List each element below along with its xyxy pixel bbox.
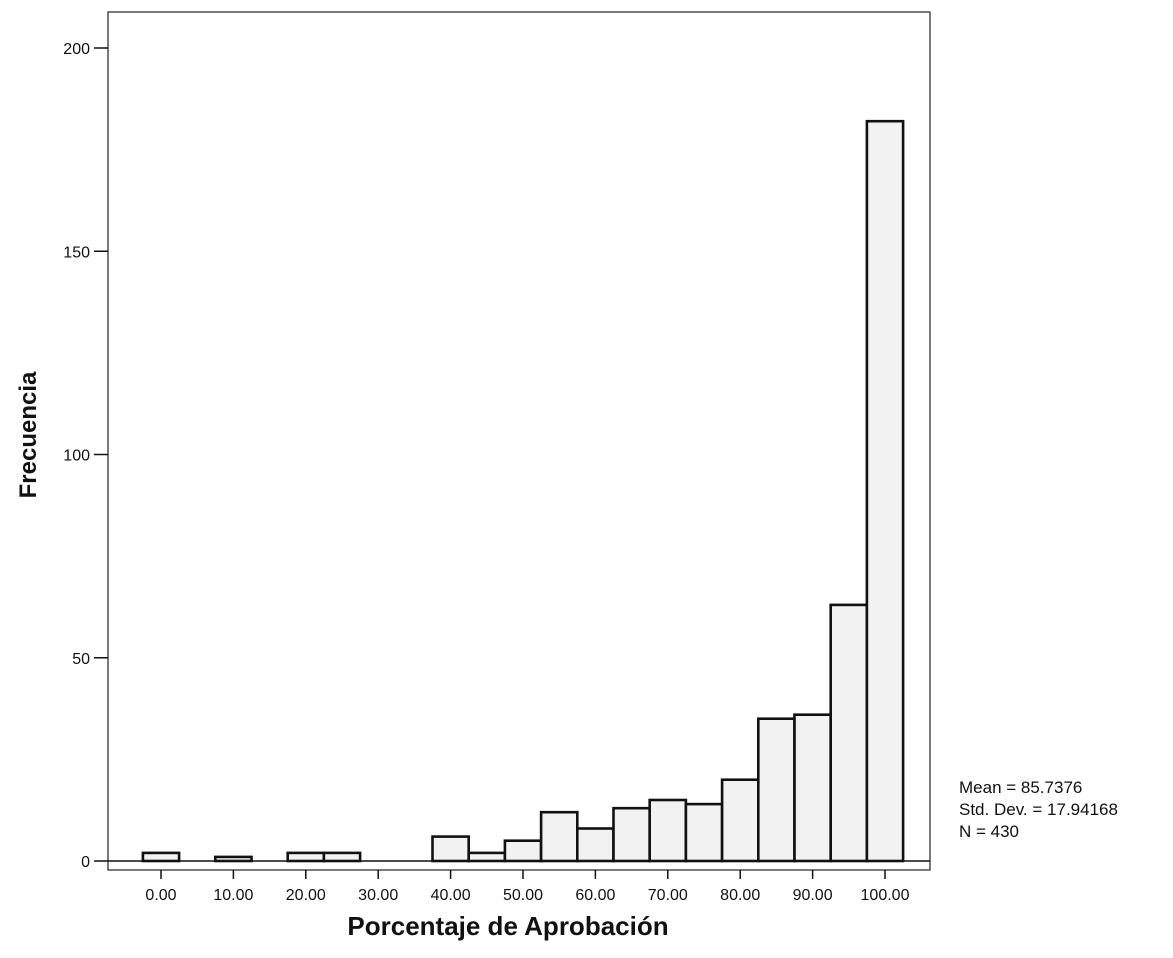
stats-std-dev: Std. Dev. = 17.94168 <box>959 800 1118 819</box>
histogram-bar-15 <box>684 802 724 863</box>
histogram-bar-2 <box>214 855 253 863</box>
x-tick-label-0: 0.00 <box>145 887 176 904</box>
histogram-bar-11 <box>539 810 579 863</box>
histogram-bar-8 <box>431 835 471 863</box>
histogram-bar-14 <box>648 798 688 863</box>
x-tick-label-6: 60.00 <box>575 887 615 904</box>
histogram-bar-19 <box>829 603 869 863</box>
y-axis-title: Frecuencia <box>15 371 42 498</box>
x-tick-label-9: 90.00 <box>793 887 833 904</box>
x-tick-label-1: 10.00 <box>213 887 253 904</box>
x-tick-label-10: 100.00 <box>861 887 910 904</box>
y-tick-label-1: 50 <box>72 651 90 668</box>
histogram-bar-9 <box>467 851 507 863</box>
histogram-bar-13 <box>612 806 652 863</box>
histogram-bar-0 <box>141 851 181 863</box>
plot-border <box>107 11 931 871</box>
histogram-bar-12 <box>575 827 615 863</box>
histogram-bar-4 <box>286 851 326 863</box>
histogram-bar-20 <box>865 119 905 863</box>
histogram-bar-18 <box>793 713 833 863</box>
y-tick-label-4: 200 <box>63 41 90 58</box>
y-tick-label-2: 100 <box>63 448 90 465</box>
y-axis: 0 50 100 150 200 <box>63 41 108 871</box>
stats-mean: Mean = 85.7376 <box>959 778 1082 797</box>
y-tick-label-0: 0 <box>81 854 90 871</box>
x-axis-title: Porcentaje de Aprobación <box>347 911 668 941</box>
x-tick-label-4: 40.00 <box>431 887 471 904</box>
stats-n: N = 430 <box>959 822 1019 841</box>
x-tick-label-8: 80.00 <box>720 887 760 904</box>
histogram-bar-5 <box>322 851 362 863</box>
x-axis: 0.00 10.00 20.00 30.00 40.00 50.00 60.00 70.00 8… <box>145 870 910 904</box>
x-tick-label-2: 20.00 <box>286 887 326 904</box>
x-tick-label-3: 30.00 <box>358 887 398 904</box>
x-tick-label-5: 50.00 <box>503 887 543 904</box>
bars-group <box>141 119 905 863</box>
histogram-bar-10 <box>503 839 543 863</box>
histogram-bar-16 <box>720 778 760 863</box>
x-tick-label-7: 70.00 <box>648 887 688 904</box>
histogram-bar-17 <box>756 717 796 863</box>
y-tick-label-3: 150 <box>63 244 90 261</box>
stats-box: Mean = 85.7376 Std. Dev. = 17.94168 N = … <box>959 778 1118 841</box>
